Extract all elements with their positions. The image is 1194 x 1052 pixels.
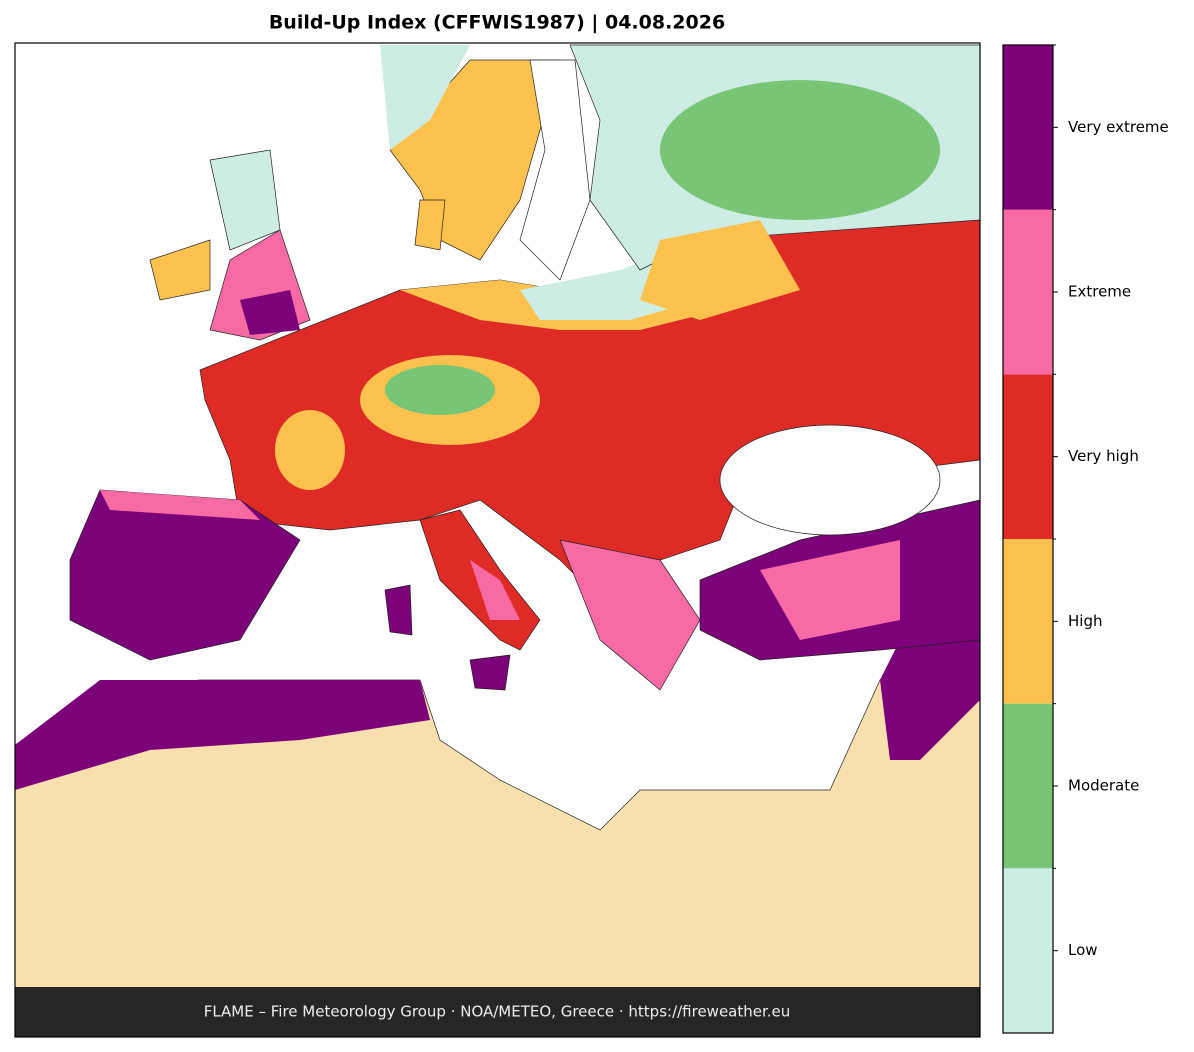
colorbar-label: Very high <box>1068 447 1139 465</box>
colorbar-segment <box>1003 868 1053 1033</box>
colorbar-segment <box>1003 703 1053 869</box>
colorbar-label: High <box>1068 612 1102 630</box>
footer-credit: FLAME – Fire Meteorology Group · NOA/MET… <box>204 1003 791 1021</box>
colorbar-label: Low <box>1068 941 1098 959</box>
map-title: Build-Up Index (CFFWIS1987) | 04.08.2026 <box>269 12 725 34</box>
colorbar-segment <box>1003 45 1053 210</box>
colorbar: Low Moderate High Very high Extreme Very extr… <box>1002 44 1169 1034</box>
map: FLAME – Fire Meteorology Group · NOA/MET… <box>15 43 980 1037</box>
colorbar-segment <box>1003 209 1053 375</box>
colorbar-label: Very extreme <box>1068 118 1169 136</box>
colorbar-segment <box>1003 539 1053 704</box>
colorbar-segment <box>1003 374 1053 539</box>
colorbar-label: Extreme <box>1068 283 1131 301</box>
colorbar-label: Moderate <box>1068 777 1139 795</box>
colorbar-frame <box>1002 44 1054 1034</box>
